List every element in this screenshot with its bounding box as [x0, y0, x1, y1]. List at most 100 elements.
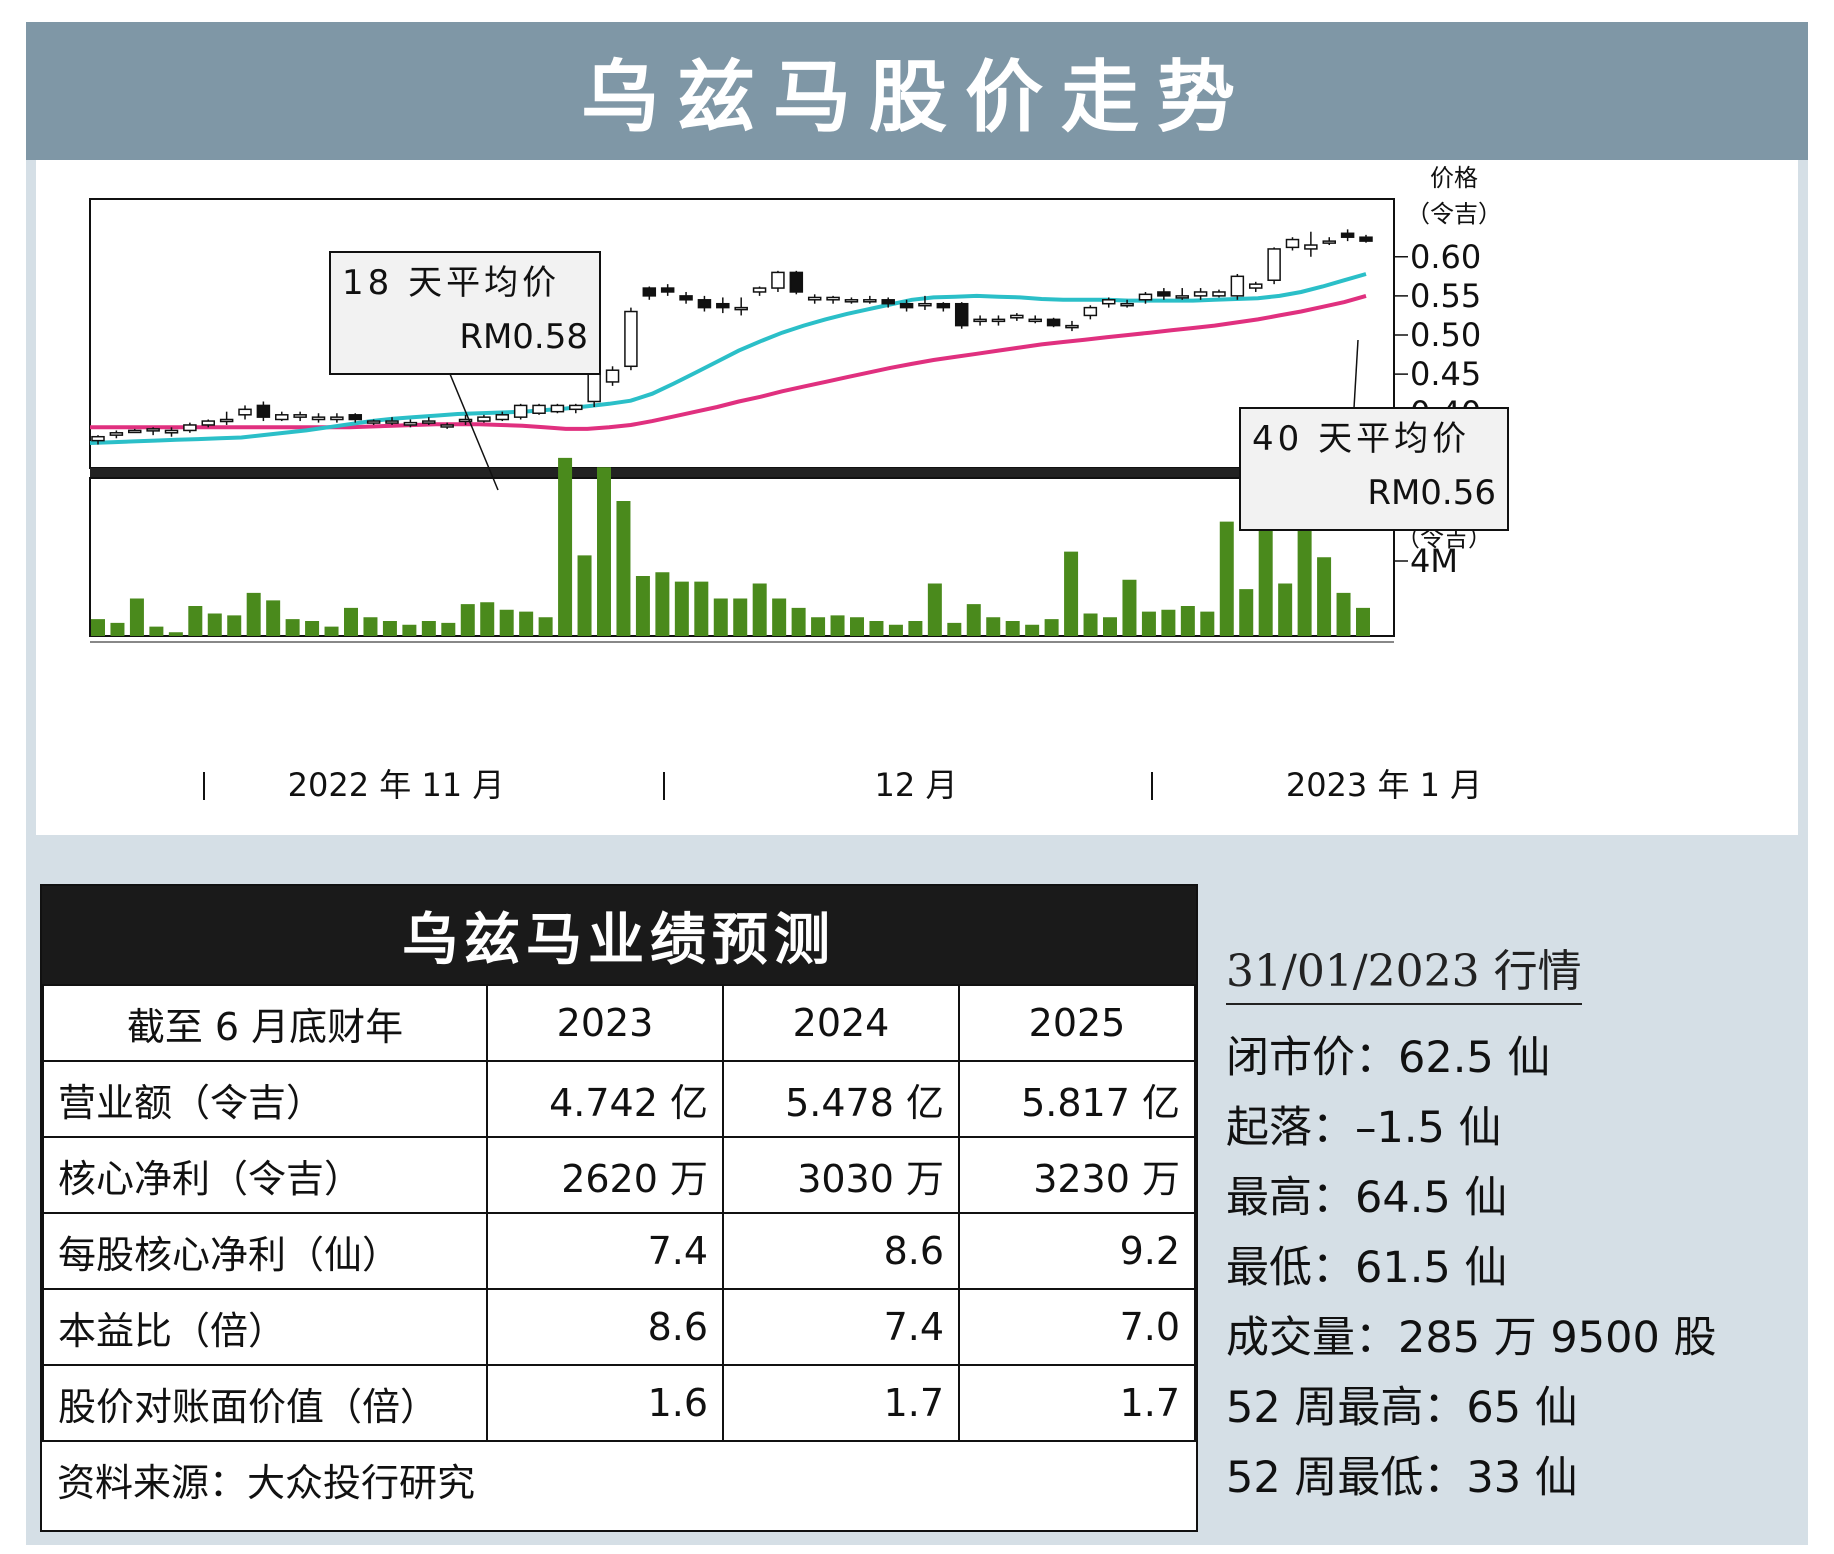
- candle-body: [366, 420, 381, 424]
- forecast-title: 乌兹马业绩预测: [42, 886, 1196, 984]
- ma40-annotation-box: [1239, 407, 1509, 531]
- candle-body: [844, 299, 859, 303]
- candle-body: [697, 299, 712, 309]
- table-cell: 核心净利（令吉）: [42, 1136, 488, 1214]
- volume-bar: [1122, 579, 1137, 636]
- volume-bar: [1180, 606, 1195, 636]
- candle-body: [311, 416, 326, 421]
- volume-bar: [772, 598, 787, 636]
- candle-body: [789, 271, 804, 293]
- source-note: 资料来源：大众投行研究: [43, 1440, 1195, 1517]
- candle-body: [660, 287, 675, 293]
- volume-bar: [1200, 611, 1215, 636]
- market-item: 52 周最低：33 仙: [1226, 1453, 1578, 1503]
- price-tick-label: 0.50: [1410, 316, 1481, 354]
- volume-bar: [246, 592, 261, 636]
- candle-body: [1230, 275, 1245, 297]
- forecast-table: 截至 6 月底财年 2023 2024 2025 营业额（令吉） 4.742 亿 5.478…: [42, 984, 1196, 1517]
- candle-body: [881, 299, 895, 305]
- volume-bar: [1336, 592, 1351, 636]
- candle-body: [752, 287, 767, 293]
- table-cell: 本益比（倍）: [42, 1288, 488, 1366]
- volume-bar: [129, 598, 144, 636]
- ma18-annotation-title: 18 天平均价: [342, 263, 560, 303]
- chart-panel: 0.600.550.500.450.400.35价格（令吉）4M成交量（令吉）2…: [36, 160, 1798, 835]
- volume-bar: [110, 622, 125, 636]
- volume-bar: [227, 615, 242, 636]
- volume-bar: [1044, 619, 1059, 636]
- table-cell: 9.2: [958, 1212, 1196, 1290]
- candle-body: [1322, 240, 1336, 244]
- volume-bar: [674, 581, 689, 636]
- volume-bar: [1356, 607, 1370, 636]
- candle-body: [1359, 236, 1373, 242]
- table-cell: 5.817 亿: [958, 1060, 1196, 1138]
- volume-bar: [285, 619, 300, 636]
- volume-bar: [694, 581, 709, 636]
- volume-bar: [1064, 551, 1079, 636]
- ma40-annotation-value: RM0.56: [1367, 473, 1496, 513]
- candle-body: [440, 424, 454, 428]
- candle-body: [403, 421, 418, 426]
- candle-body: [1120, 302, 1134, 307]
- candle-body: [771, 271, 785, 289]
- ma18-line: [89, 272, 1367, 445]
- candle-body: [385, 420, 399, 424]
- volume-bar: [91, 619, 105, 636]
- x-axis-label: 2022 年 11 月: [288, 766, 505, 804]
- candle-body: [1010, 314, 1024, 319]
- candle-body: [128, 429, 142, 434]
- candle-body: [679, 295, 693, 301]
- volume-bar: [986, 617, 1001, 636]
- volume-bar: [168, 632, 183, 636]
- volume-bar: [499, 609, 514, 636]
- table-cell: 2023: [486, 984, 724, 1062]
- table-cell: 1.7: [722, 1364, 960, 1442]
- price-axis-unit: （令吉）: [1406, 200, 1502, 228]
- forecast-table-box: 乌兹马业绩预测 截至 6 月底财年 2023 2024 2025 营业额（令吉） 4.74…: [40, 884, 1198, 1532]
- candle-body: [1285, 238, 1300, 249]
- ma18-annotation-leader: [449, 373, 499, 491]
- ma18-annotation-value: RM0.58: [459, 317, 588, 357]
- volume-bar: [558, 457, 573, 636]
- volume-bar: [344, 607, 358, 636]
- candle-body: [348, 414, 363, 421]
- price-tick-label: 0.55: [1410, 277, 1481, 315]
- volume-bar: [1278, 583, 1293, 636]
- volume-bar: [850, 617, 864, 636]
- price-axis-title: 价格: [1430, 164, 1478, 192]
- volume-bar: [577, 555, 592, 636]
- candle-body: [1340, 232, 1355, 238]
- candle-body: [991, 318, 1006, 323]
- table-cell: 每股核心净利（仙）: [42, 1212, 488, 1290]
- table-cell: 8.6: [486, 1288, 724, 1366]
- volume-bar: [421, 621, 436, 636]
- table-header-row: 截至 6 月底财年 2023 2024 2025: [42, 984, 1196, 1062]
- volume-bar: [888, 624, 903, 636]
- candle-body: [183, 424, 197, 432]
- candle-body: [826, 296, 840, 301]
- candle-body: [1138, 293, 1153, 301]
- market-item: 最低：61.5 仙: [1226, 1243, 1508, 1293]
- volume-bar: [597, 467, 611, 636]
- table-cell: 4.742 亿: [486, 1060, 724, 1138]
- candle-body: [716, 302, 730, 309]
- volume-bar: [635, 576, 650, 636]
- candle-body: [495, 414, 510, 421]
- volume-bar: [655, 572, 670, 636]
- table-cell: 营业额（令吉）: [42, 1060, 488, 1138]
- candle-body: [146, 428, 160, 432]
- volume-bar: [713, 598, 728, 636]
- volume-bar: [519, 611, 534, 636]
- market-panel: 31/01/2023 行情 闭市价：62.5 仙起落：–1.5 仙最高：64.5…: [1226, 935, 1806, 1513]
- volume-bar: [791, 607, 806, 636]
- volume-bar: [752, 583, 767, 636]
- volume-bar: [1083, 613, 1098, 636]
- candle-body: [458, 418, 473, 423]
- price-tick-label: 0.45: [1410, 355, 1481, 393]
- candle-body: [1193, 291, 1208, 297]
- volume-bar: [947, 622, 962, 636]
- table-cell: 7.0: [958, 1288, 1196, 1366]
- volume-bar: [1025, 624, 1040, 636]
- volume-bar: [324, 626, 339, 636]
